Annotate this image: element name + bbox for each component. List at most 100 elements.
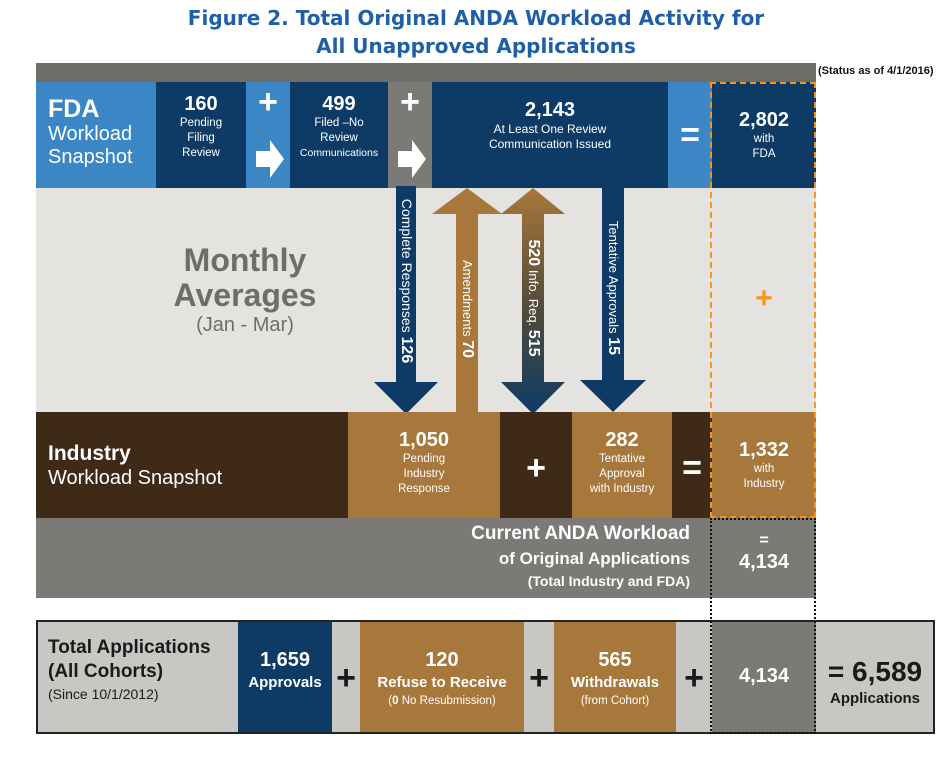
complete-value: 126 bbox=[398, 336, 415, 364]
withdrawals-value: 565 bbox=[598, 649, 632, 671]
totals-label-1: Total Applications bbox=[48, 637, 211, 658]
totals-label-2: (All Cohorts) bbox=[48, 661, 164, 682]
fda-pending-l3: Review bbox=[182, 147, 220, 159]
current-workload-row bbox=[36, 518, 712, 598]
fda-plus-arrow-box-1: + bbox=[246, 82, 290, 188]
industry-label-2: Workload Snapshot bbox=[48, 467, 223, 489]
industry-total-l2: Industry bbox=[743, 478, 785, 490]
totals-label: Total Applications (All Cohorts) (Since … bbox=[48, 636, 238, 704]
current-l2: of Original Applications bbox=[498, 549, 690, 568]
fda-review-l1: At Least One Review bbox=[493, 122, 607, 136]
fda-filed-l2: Review bbox=[320, 132, 358, 144]
fda-total-l2: FDA bbox=[752, 148, 776, 160]
workload-total-value: 4,134 bbox=[738, 665, 790, 687]
fda-label-box: FDA Workload Snapshot bbox=[36, 82, 156, 188]
industry-plus-box: + bbox=[500, 412, 572, 518]
industry-pending-l2: Industry bbox=[403, 468, 445, 480]
fda-label-2: Snapshot bbox=[48, 146, 133, 168]
totals-plus-1: + bbox=[336, 659, 356, 697]
approvals-value: 1,659 bbox=[259, 649, 311, 671]
workload-dotted-outline bbox=[710, 518, 816, 734]
industry-tentative-l1: Tentative bbox=[598, 453, 646, 465]
fda-filed-l3: Communications bbox=[299, 147, 379, 159]
title-line-2: All Unapproved Applications bbox=[316, 34, 636, 58]
tentative-label-text: Tentative Approvals bbox=[606, 220, 621, 338]
approvals-box: 1,659 Approvals bbox=[238, 622, 332, 732]
info-value-b: 515 bbox=[525, 329, 542, 357]
rtr-value: 120 bbox=[425, 649, 459, 671]
fda-total-l1: with bbox=[753, 133, 775, 145]
tentative-approvals-arrow bbox=[580, 186, 646, 412]
totals-plus-3: + bbox=[684, 659, 704, 697]
fda-review-value: 2,143 bbox=[524, 99, 576, 121]
top-strip bbox=[36, 63, 816, 82]
industry-pending-value: 1,050 bbox=[398, 429, 450, 451]
withdrawals-box: 565 Withdrawals (from Cohort) bbox=[554, 622, 676, 732]
fda-filed-box: 499 Filed –No Review Communications bbox=[290, 82, 388, 188]
fda-filed-value: 499 bbox=[322, 93, 356, 115]
monthly-period: (Jan - Mar) bbox=[196, 314, 294, 336]
fda-label-bold: FDA bbox=[48, 95, 100, 123]
fda-filed-l1: Filed –No bbox=[314, 117, 364, 129]
withdrawals-sub: (from Cohort) bbox=[580, 695, 650, 707]
totals-plus-2: + bbox=[529, 659, 549, 697]
rtr-label: Refuse to Receive bbox=[377, 674, 507, 691]
industry-tentative-l3: with Industry bbox=[589, 483, 655, 495]
industry-pending-l1: Pending bbox=[402, 453, 446, 465]
fda-plus-1: + bbox=[258, 83, 278, 121]
current-workload-label: Current ANDA Workload of Original Applic… bbox=[400, 521, 690, 591]
grand-total: = 6,589 Applications bbox=[816, 656, 934, 710]
industry-pending-box: 1,050 Pending Industry Response bbox=[348, 412, 500, 518]
rtr-sub-bold: 0 bbox=[392, 695, 399, 707]
current-eq: = bbox=[759, 532, 769, 549]
industry-total-l1: with bbox=[753, 463, 775, 475]
fda-pending-box: 160 Pending Filing Review bbox=[156, 82, 246, 188]
withdrawals-label: Withdrawals bbox=[570, 674, 660, 691]
monthly-plus: + bbox=[755, 282, 773, 315]
totals-label-3: (Since 10/1/2012) bbox=[48, 686, 159, 702]
monthly-title-1: Monthly bbox=[183, 242, 307, 278]
industry-label-bold: Industry bbox=[48, 442, 131, 465]
tentative-value: 15 bbox=[605, 337, 622, 356]
industry-plus: + bbox=[526, 449, 546, 487]
flow-arrows bbox=[374, 186, 646, 414]
industry-tentative-value: 282 bbox=[605, 429, 639, 451]
rtr-sub: (0 No Resubmission) bbox=[360, 694, 524, 708]
rtr-sub-text: No Resubmission) bbox=[398, 695, 496, 707]
monthly-title-2: Averages bbox=[173, 277, 317, 313]
industry-tentative-box: 282 Tentative Approval with Industry bbox=[572, 412, 672, 518]
rtr-sub-open: ( bbox=[388, 695, 393, 707]
fda-review-l2: Communication Issued bbox=[488, 137, 612, 151]
rtr-box: 120 Refuse to Receive (0 No Resubmission… bbox=[360, 622, 524, 732]
workload-total-box: 4,134 bbox=[712, 622, 816, 732]
fda-review-box: 2,143 At Least One Review Communication … bbox=[432, 82, 668, 188]
monthly-label: Monthly Averages (Jan - Mar) bbox=[130, 242, 360, 338]
amendments-arrow bbox=[432, 188, 502, 412]
current-l1: Current ANDA Workload bbox=[471, 523, 690, 544]
fda-label-1: Workload bbox=[48, 123, 133, 145]
tentative-label: Tentative Approvals 15 bbox=[604, 198, 622, 378]
fda-plus-2: + bbox=[400, 83, 420, 121]
info-value-a: 520 bbox=[525, 239, 542, 267]
industry-pending-l3: Response bbox=[398, 483, 450, 495]
right-arrow-icon bbox=[256, 140, 284, 178]
fda-pending-l1: Pending bbox=[179, 117, 223, 129]
tentative-label-wrap: Tentative Approvals 15 bbox=[523, 221, 703, 355]
fda-equals: = bbox=[680, 116, 700, 154]
industry-total-value: 1,332 bbox=[738, 439, 790, 461]
amend-value: 70 bbox=[459, 340, 476, 358]
industry-tentative-l2: Approval bbox=[599, 468, 645, 480]
fda-total-box: 2,802 with FDA bbox=[712, 82, 816, 188]
grand-total-label: Applications bbox=[829, 690, 920, 707]
complete-responses-label: Complete Responses 126 bbox=[397, 181, 415, 381]
fda-pending-value: 160 bbox=[184, 93, 218, 115]
industry-label-box: Industry Workload Snapshot bbox=[36, 412, 348, 518]
figure-title: Figure 2. Total Original ANDA Workload A… bbox=[0, 4, 952, 60]
info-requests-arrow bbox=[501, 188, 565, 414]
fda-pending-l2: Filing bbox=[187, 132, 215, 144]
monthly-area bbox=[36, 188, 816, 412]
industry-equals: = bbox=[682, 449, 702, 487]
industry-total-box: 1,332 with Industry bbox=[712, 412, 816, 518]
current-l3: (Total Industry and FDA) bbox=[527, 573, 690, 589]
complete-responses-arrow bbox=[374, 186, 438, 414]
